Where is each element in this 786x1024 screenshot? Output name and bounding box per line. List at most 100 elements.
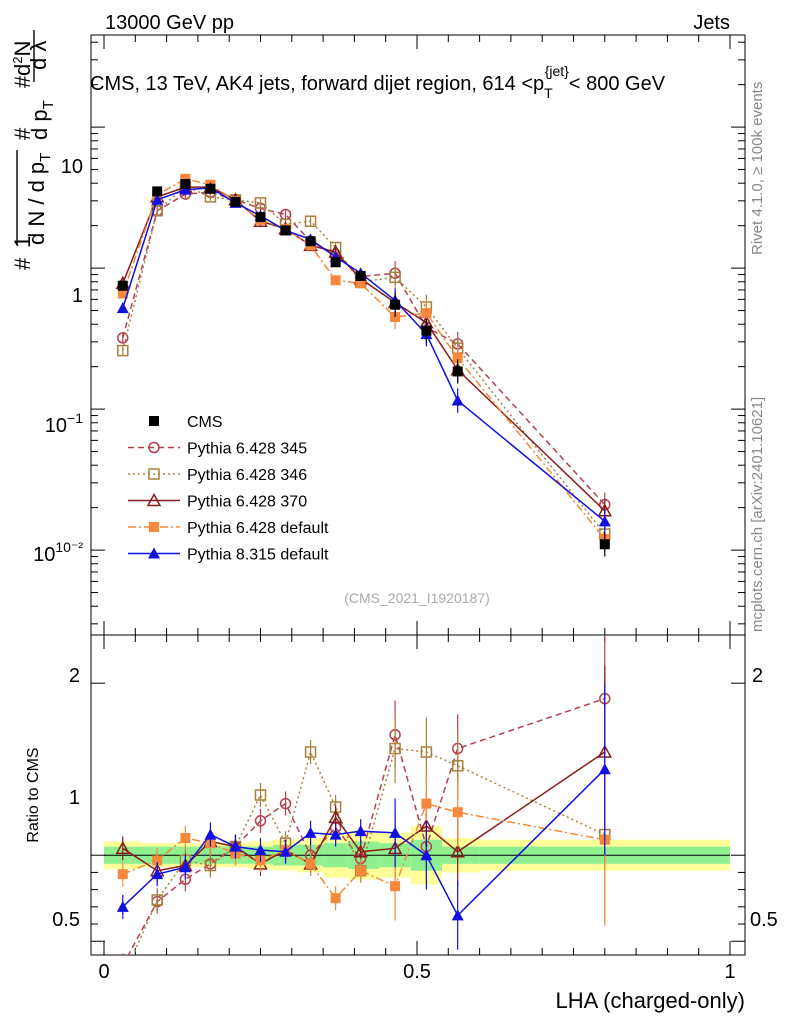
ratio-point (304, 746, 317, 758)
data-point (390, 312, 401, 323)
xtick-label-1: 1 (724, 961, 735, 983)
data-point (305, 236, 316, 247)
data-point (280, 225, 291, 236)
ratio-x-tick-labels: 0 0.5 1 (98, 961, 735, 983)
svg-text:d N / d pT: d N / d pT (24, 153, 54, 245)
xtick-label-0.5: 0.5 (403, 961, 431, 983)
data-point (355, 270, 366, 281)
data-point (355, 278, 366, 289)
data-point (598, 515, 611, 527)
ratio-point (180, 833, 191, 844)
main-plot-frame (90, 34, 746, 636)
ratio-point (254, 844, 267, 856)
ratio-point (389, 826, 402, 838)
header-right: Jets (693, 12, 730, 34)
header-left: 13000 GeV pp (105, 12, 234, 34)
data-point (117, 332, 129, 344)
series-line-p8def (122, 187, 606, 522)
ratio-point (117, 869, 128, 880)
legend-item-cms: CMS (149, 414, 223, 431)
legend-item-p345: Pythia 6.428 345 (128, 441, 307, 458)
ratio-line-p8def (122, 768, 606, 917)
ratio-point (450, 844, 465, 858)
ratio-point (229, 840, 242, 852)
ratio-point (279, 797, 292, 810)
ratio-point (305, 858, 316, 869)
legend-label: Pythia 8.315 default (187, 547, 329, 564)
ratio-point (179, 861, 192, 873)
data-point (180, 173, 191, 184)
ratio-point (354, 825, 367, 837)
svg-text:1: 1 (10, 236, 35, 248)
ratio-point (118, 960, 128, 970)
data-point (179, 183, 192, 195)
ratio-point (304, 826, 317, 838)
series-line-p345 (122, 191, 606, 506)
mcplots-label: mcplots.cern.ch [arXiv:2401.10621] (749, 397, 766, 632)
data-point (255, 212, 266, 223)
ratio-y-tick-labels-right: 2 0.5 (750, 665, 778, 931)
ratio-point (151, 894, 163, 906)
legend-item-p6def: Pythia 6.428 default (128, 520, 329, 537)
legend-marker (149, 416, 159, 426)
legend: CMS Pythia 6.428 345 Pythia 6.428 346 Pythi… (128, 414, 329, 564)
ratio-point (204, 828, 217, 840)
data-point (180, 178, 191, 189)
ratio-point (254, 789, 267, 801)
data-point (390, 299, 401, 310)
svg-text:d λ: d λ (26, 41, 51, 70)
legend-label: Pythia 6.428 345 (187, 441, 307, 458)
ratio-point (330, 893, 341, 904)
ratio-ytick-label-2: 2 (69, 665, 80, 687)
ratio-plot-frame (90, 634, 746, 956)
main-ylabel: # 1 d N / d pT # d pT # d2N d λ (10, 30, 57, 270)
data-point (452, 366, 463, 377)
ratio-y-tick-labels-left: 2 1 0.5 (52, 665, 80, 931)
svg-text:#: # (10, 257, 35, 270)
ratio-axis-ticks (91, 635, 745, 955)
ratio-point (328, 809, 343, 824)
ratio-point (451, 909, 464, 921)
x-axis-label: LHA (charged-only) (555, 988, 745, 1013)
ratio-point (452, 807, 463, 818)
legend-marker (148, 468, 160, 480)
ratio-ytick-label-0.5-right: 0.5 (750, 909, 778, 931)
data-point (389, 271, 401, 284)
ratio-uncertainty-band (104, 825, 730, 885)
analysis-watermark: (CMS_2021_I1920187) (344, 590, 490, 606)
ratio-point (451, 760, 464, 772)
main-axis-ticks (91, 35, 745, 635)
ratio-ytick-label-2-right: 2 (752, 665, 763, 687)
ratio-ylabel: Ratio to CMS (25, 747, 42, 842)
main-series-layer (115, 173, 613, 557)
rivet-label: Rivet 4.1.0, ≥ 100k events (749, 82, 766, 255)
ratio-series-p8def (116, 683, 611, 950)
ratio-point (116, 900, 129, 912)
data-point (117, 344, 129, 357)
series-cms (117, 178, 610, 557)
legend-label: Pythia 6.428 346 (187, 467, 307, 484)
data-point (152, 186, 163, 197)
data-point (599, 539, 610, 550)
ratio-point (420, 746, 433, 758)
ytick-label-1: 1 (72, 285, 83, 307)
data-point (451, 394, 464, 406)
ratio-line-p6def (122, 802, 605, 900)
ytick-label-1e-1: 10−1 (45, 410, 83, 437)
data-point (330, 257, 341, 268)
legend-label: Pythia 6.428 370 (187, 494, 307, 511)
data-point (330, 275, 341, 286)
ratio-point (152, 855, 163, 866)
ratio-series-layer (115, 635, 613, 970)
data-point (421, 325, 432, 336)
data-point (254, 197, 267, 209)
data-point (421, 308, 432, 319)
legend-item-p8def: Pythia 8.315 default (128, 547, 329, 564)
series-p346 (117, 180, 611, 547)
legend-label: CMS (187, 414, 223, 431)
legend-marker (149, 522, 159, 532)
legend-item-p370: Pythia 6.428 370 (128, 492, 307, 511)
data-point (205, 183, 216, 194)
legend-marker (148, 547, 160, 559)
